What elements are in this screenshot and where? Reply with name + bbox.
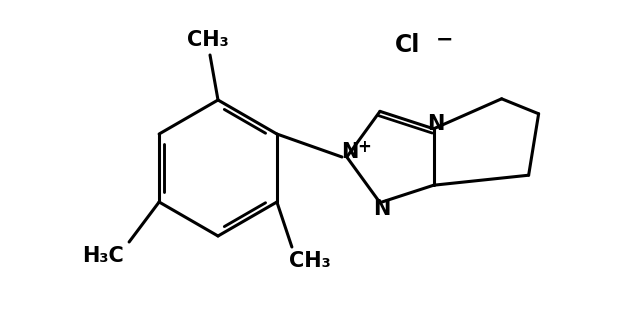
Text: Cl: Cl <box>396 33 420 57</box>
Text: CH₃: CH₃ <box>289 251 331 271</box>
Text: N: N <box>373 199 390 219</box>
Text: CH₃: CH₃ <box>187 30 229 50</box>
Text: H₃C: H₃C <box>82 246 124 266</box>
Text: +: + <box>357 138 371 156</box>
Text: −: − <box>436 30 454 50</box>
Text: N: N <box>341 142 358 162</box>
Text: N: N <box>427 114 444 134</box>
